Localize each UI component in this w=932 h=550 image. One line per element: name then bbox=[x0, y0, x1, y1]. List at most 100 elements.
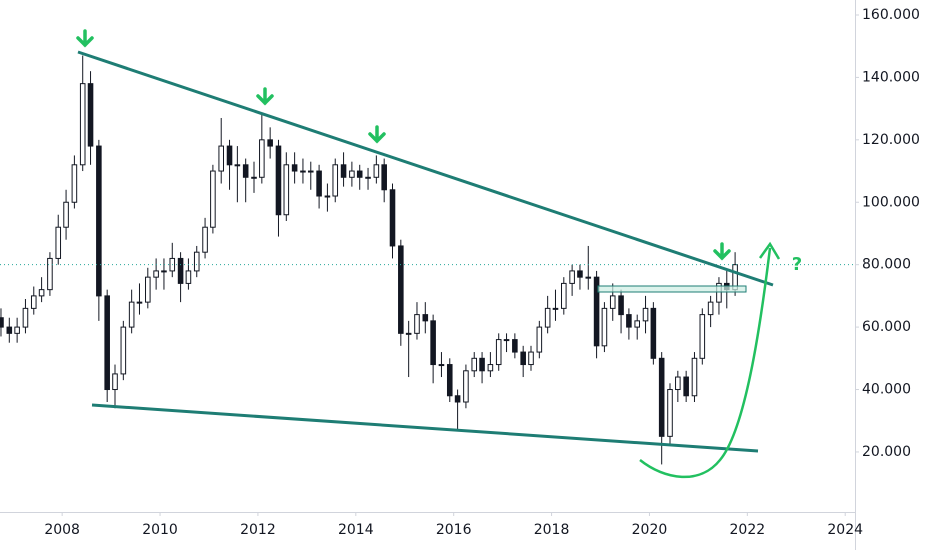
candle-body bbox=[104, 295, 110, 391]
candle-body bbox=[471, 357, 478, 372]
candle-body bbox=[242, 164, 249, 178]
candle-body bbox=[683, 376, 689, 397]
candle-body bbox=[356, 170, 363, 178]
x-tick-label: 2014 bbox=[338, 522, 374, 538]
candle-body bbox=[430, 320, 436, 366]
candle-body bbox=[210, 170, 216, 228]
candle-body bbox=[55, 226, 62, 259]
candle-body bbox=[22, 307, 29, 328]
candle-body bbox=[642, 307, 649, 322]
candle-body bbox=[324, 195, 331, 198]
candle-body bbox=[332, 164, 339, 197]
candle-body bbox=[47, 257, 53, 291]
y-tick-label: 40.000 bbox=[862, 382, 911, 398]
candle-body bbox=[454, 395, 461, 403]
candle-body bbox=[414, 314, 420, 334]
candle-body bbox=[398, 245, 404, 334]
candle-body bbox=[145, 276, 151, 303]
candle-body bbox=[536, 326, 543, 353]
x-tick-label: 2020 bbox=[632, 522, 668, 538]
candle-body bbox=[30, 295, 37, 309]
x-tick-label: 2010 bbox=[142, 522, 178, 538]
down-arrow bbox=[368, 125, 386, 144]
candle-body bbox=[0, 317, 4, 328]
candle-body bbox=[161, 270, 167, 273]
candle-body bbox=[251, 176, 257, 179]
candle-body bbox=[618, 295, 624, 316]
question-mark: ? bbox=[792, 254, 802, 275]
y-tick-label: 100.000 bbox=[862, 194, 920, 210]
candle-body bbox=[6, 326, 13, 334]
candle-body bbox=[569, 270, 575, 284]
candle-body bbox=[365, 176, 371, 179]
candle-body bbox=[446, 364, 453, 397]
candle-body bbox=[193, 251, 200, 272]
x-tick-label: 2022 bbox=[730, 522, 766, 538]
y-tick-label: 80.000 bbox=[862, 257, 911, 273]
upper-trendline bbox=[77, 50, 774, 287]
candle-body bbox=[177, 257, 184, 284]
candle-body bbox=[120, 326, 127, 375]
candle-body bbox=[389, 189, 396, 247]
candle-body bbox=[112, 373, 118, 391]
candle-body bbox=[528, 351, 534, 366]
candle-body bbox=[650, 307, 657, 359]
candle-body bbox=[593, 276, 600, 347]
y-tick-label: 120.000 bbox=[862, 132, 920, 148]
lower-trendline bbox=[91, 403, 759, 453]
candle-body bbox=[609, 295, 616, 309]
projection-curve bbox=[639, 247, 772, 479]
candle-body bbox=[153, 270, 159, 278]
candle-body bbox=[283, 164, 290, 216]
candle-body bbox=[136, 301, 143, 304]
x-tick-label: 2018 bbox=[534, 522, 570, 538]
candle-body bbox=[520, 351, 526, 366]
candle-body bbox=[234, 164, 241, 167]
candle-body bbox=[373, 164, 380, 178]
down-arrow bbox=[713, 242, 731, 261]
candle-body bbox=[307, 170, 314, 173]
resistance-zone bbox=[597, 285, 747, 293]
y-tick-label: 20.000 bbox=[862, 444, 911, 460]
candle-body bbox=[495, 339, 502, 366]
candle-body bbox=[699, 314, 706, 359]
down-arrow bbox=[256, 87, 274, 106]
candle-body bbox=[349, 170, 355, 178]
candle-body bbox=[79, 83, 86, 166]
down-arrow bbox=[76, 29, 94, 48]
candle-body bbox=[87, 83, 94, 147]
candle-body bbox=[259, 139, 265, 178]
candle-body bbox=[675, 376, 681, 391]
candle-body bbox=[561, 282, 567, 309]
candle-body bbox=[552, 307, 559, 310]
candle-body bbox=[438, 364, 445, 367]
candle-body bbox=[185, 270, 192, 284]
arrows bbox=[76, 29, 731, 261]
candle-body bbox=[626, 314, 632, 328]
x-tick-label: 2016 bbox=[436, 522, 472, 538]
candle-body bbox=[275, 145, 282, 216]
x-tick-label: 2012 bbox=[240, 522, 276, 538]
candle-body bbox=[634, 320, 641, 328]
candle-body bbox=[340, 164, 347, 178]
candle-body bbox=[218, 145, 225, 172]
candle-body bbox=[422, 314, 429, 322]
candle-body bbox=[291, 164, 298, 172]
candle-body bbox=[658, 357, 665, 437]
x-tick-label: 2024 bbox=[827, 522, 863, 538]
y-tick-label: 160.000 bbox=[862, 7, 920, 23]
candle-body bbox=[267, 139, 273, 147]
candle-body bbox=[14, 326, 20, 334]
candle-body bbox=[691, 357, 698, 397]
candle-body bbox=[577, 270, 583, 278]
projection-arrowhead bbox=[758, 241, 781, 260]
candle-body bbox=[316, 170, 322, 197]
candle-body bbox=[716, 282, 722, 303]
candle-body bbox=[463, 370, 469, 403]
candle-body bbox=[226, 145, 233, 166]
candle-body bbox=[544, 307, 551, 328]
candle-body bbox=[300, 170, 306, 173]
candle-body bbox=[202, 226, 208, 253]
candle-body bbox=[601, 307, 608, 347]
candle-body bbox=[96, 145, 102, 297]
